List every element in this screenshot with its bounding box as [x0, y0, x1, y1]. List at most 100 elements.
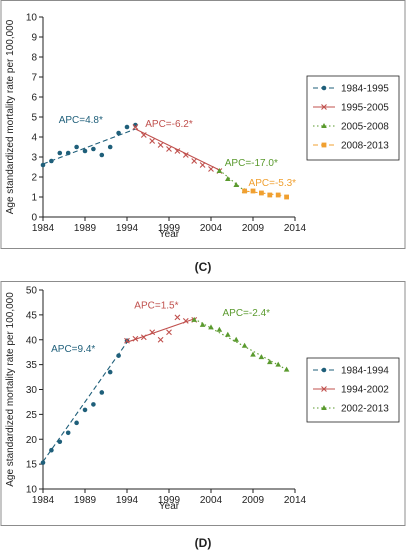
y-tick-label: 6: [31, 93, 37, 104]
series-fit-line-1984-1994: [42, 341, 128, 462]
data-point-1984-1994: [99, 390, 105, 395]
data-point-1995-2005-stroke-b: [174, 148, 181, 154]
data-point-1984-1994: [116, 353, 121, 358]
data-point-1994-2002: [132, 335, 139, 342]
legend-entry-label: 1995-2005: [341, 103, 389, 114]
data-point-1984-1994: [74, 420, 79, 426]
data-point-2002-2013: [275, 361, 281, 367]
data-point-2002-2013: [191, 316, 197, 322]
y-tick-label: 5: [31, 113, 37, 124]
y-tick-label: 35: [26, 360, 38, 371]
legend-swatch-marker: [321, 405, 327, 410]
data-point-1994-2002: [140, 334, 147, 341]
data-point-1995-2005: [182, 152, 189, 158]
data-point-1984-1995: [40, 162, 46, 168]
y-axis-title: Age standardized mortality rate per 100,…: [5, 19, 16, 214]
y-tick-label: 45: [26, 310, 38, 321]
legend-swatch-marker: [321, 367, 327, 373]
data-point-1984-1995: [124, 124, 130, 130]
data-point-1984-1994: [57, 439, 63, 445]
data-point-1984-1995: [82, 148, 88, 154]
data-point-1984-1995: [99, 152, 105, 158]
legend-entry-label: 2002-2013: [341, 404, 389, 415]
data-point-1995-2005-stroke-b: [132, 124, 139, 130]
data-point-2002-2013: [267, 359, 273, 365]
data-point-2008-2013: [284, 194, 289, 200]
x-tick-label: 1984: [32, 495, 55, 506]
legend-entry-label: 1984-1995: [341, 84, 389, 95]
x-tick-label: 2004: [200, 495, 223, 506]
panel-c-chart: 0 1 2 3 4 5 6 7 8 9 10 1984 1989 1994 1999 2004 2009 2014…: [5, 13, 400, 240]
data-point-2005-2008: [225, 176, 231, 181]
data-point-1994-2002-stroke-b: [149, 329, 156, 336]
legend-entry-label: 2005-2008: [341, 122, 389, 133]
data-point-2005-2008: [233, 182, 239, 187]
data-point-1984-1995: [65, 150, 71, 156]
data-point-2008-2013: [267, 192, 273, 198]
data-point-2008-2013: [242, 188, 247, 194]
data-point-1984-1995: [91, 146, 96, 152]
data-point-1995-2005-stroke-b: [199, 162, 206, 168]
y-tick-label: 4: [31, 133, 37, 144]
x-tick-label: 1999: [158, 495, 181, 506]
apc-annotation: APC=1.5*: [134, 300, 178, 311]
series-fit-line-1994-2002: [126, 318, 195, 343]
data-point-1994-2002-stroke-b: [166, 329, 172, 336]
panel-d-label: (D): [195, 536, 212, 550]
y-tick-label: 25: [26, 410, 38, 421]
y-tick-label: 2: [31, 173, 37, 184]
data-point-1984-1995: [57, 150, 63, 156]
data-point-1994-2002: [166, 329, 172, 336]
data-point-1984-1994: [107, 369, 113, 375]
y-tick-label: 8: [31, 53, 37, 64]
x-tick-label: 1999: [158, 223, 181, 234]
data-point-1984-1995: [74, 144, 79, 150]
data-point-1994-2002: [124, 337, 130, 344]
data-point-1994-2002-stroke-b: [132, 335, 139, 342]
legend-swatch-marker: [321, 85, 327, 91]
x-tick-label: 1989: [74, 495, 97, 506]
x-tick-label: 1994: [116, 495, 139, 506]
legend-entry-label: 1994-2002: [341, 385, 389, 396]
x-axis-title: Year: [159, 229, 180, 240]
data-point-1994-2002-stroke-b: [140, 334, 147, 341]
apc-annotation: APC=9.4*: [51, 344, 95, 355]
data-point-2002-2013: [241, 342, 248, 348]
legend-entry-label: 2008-2013: [341, 141, 389, 152]
data-point-2002-2013: [250, 351, 256, 357]
apc-annotation: APC=4.8*: [59, 115, 103, 126]
data-point-2005-2008: [216, 168, 223, 173]
series-fit-line-2005-2008: [219, 169, 245, 192]
legend-swatch-marker-stroke-b: [321, 104, 327, 110]
data-point-1995-2005-stroke-b: [166, 146, 172, 152]
data-point-1994-2002: [182, 317, 189, 324]
data-point-2008-2013: [275, 192, 281, 198]
data-point-2002-2013: [225, 331, 231, 337]
data-point-1984-1994: [82, 407, 88, 413]
y-tick-label: 20: [26, 435, 38, 446]
x-tick-label: 1989: [74, 223, 97, 234]
panel-c-frame: [0, 0, 406, 249]
data-point-1995-2005-stroke-b: [191, 158, 198, 164]
data-point-1994-2002-stroke-b: [124, 337, 130, 344]
y-tick-label: 50: [26, 286, 38, 297]
data-point-2008-2013: [250, 188, 256, 194]
data-point-1995-2005-stroke-b: [182, 152, 189, 158]
y-tick-label: 10: [26, 13, 38, 24]
x-tick-label: 2004: [200, 223, 223, 234]
data-point-1995-2005: [208, 166, 214, 172]
y-tick-label: 10: [26, 485, 38, 496]
data-point-1995-2005-stroke-b: [140, 132, 147, 138]
data-point-1984-1994: [49, 447, 54, 453]
legend-swatch-marker: [321, 123, 327, 128]
series-fit-line-2002-2013: [193, 318, 287, 371]
data-point-1984-1995: [116, 130, 121, 136]
x-tick-label: 1984: [32, 223, 55, 234]
x-tick-label: 2009: [242, 223, 265, 234]
x-tick-label: 2014: [284, 223, 307, 234]
apc-annotation: APC=-17.0*: [225, 158, 278, 169]
data-point-1995-2005: [166, 146, 172, 152]
y-tick-label: 40: [26, 335, 38, 346]
y-axis-title: Age standardized mortality rate per 100,…: [5, 292, 16, 487]
